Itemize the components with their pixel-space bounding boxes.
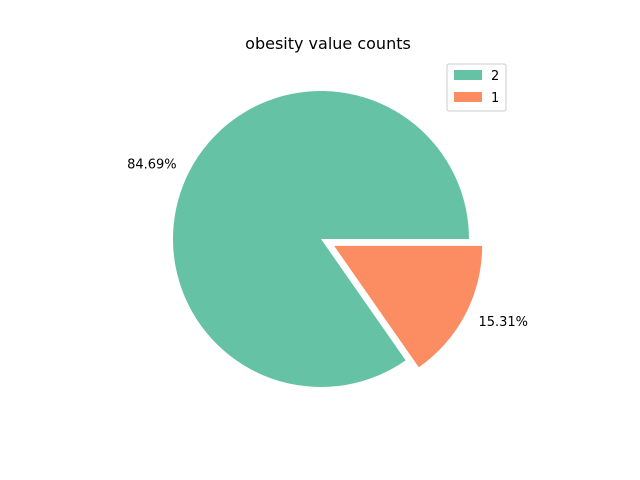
pie-slice-2 — [173, 90, 470, 387]
legend-swatch-1 — [454, 92, 482, 102]
legend-label-2: 2 — [491, 69, 499, 84]
legend-label-1: 1 — [491, 91, 499, 106]
chart-title: obesity value counts — [245, 34, 411, 53]
legend-swatch-2 — [454, 70, 482, 80]
pie-slices — [173, 90, 483, 387]
pie-percent-label-1: 15.31% — [478, 315, 528, 330]
pie-percent-labels: 84.69% 15.31% — [127, 158, 528, 330]
pie-slice-1 — [334, 245, 483, 368]
pie-percent-label-2: 84.69% — [127, 158, 177, 173]
legend: 21 — [446, 63, 507, 112]
